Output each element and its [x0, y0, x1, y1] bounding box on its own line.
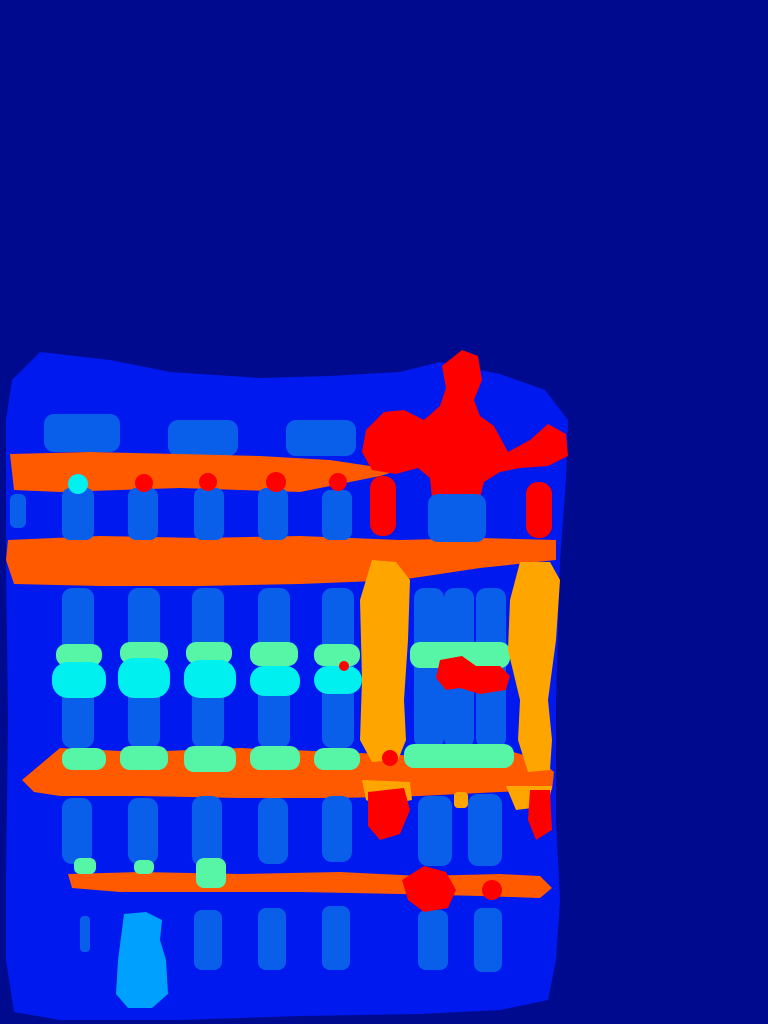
red-fragment — [436, 656, 510, 694]
red-fragment — [368, 788, 410, 840]
right-pillar — [508, 562, 560, 772]
middle-rail — [6, 536, 556, 586]
bottom-block — [116, 912, 168, 1008]
ring-band — [410, 642, 510, 668]
upper-column — [258, 488, 288, 540]
bottom-column — [80, 916, 90, 952]
red-fragment — [382, 750, 398, 766]
lower-column — [468, 794, 502, 866]
upper-column — [62, 488, 94, 540]
lower-column — [62, 798, 92, 864]
ring-band — [184, 746, 236, 772]
ring-band — [314, 748, 360, 770]
bottom-column — [258, 908, 286, 970]
bottom-column — [322, 906, 350, 970]
red-fragment — [482, 880, 502, 900]
column-cap — [329, 473, 347, 491]
ring-band — [314, 644, 360, 666]
bottom-column — [474, 908, 502, 972]
top-cap — [168, 420, 238, 456]
upper-column — [194, 488, 224, 540]
ring-cyan — [314, 666, 362, 694]
ring-band — [250, 746, 300, 770]
column-cap — [68, 474, 88, 494]
ring-band — [134, 860, 154, 874]
lower-column — [192, 796, 222, 866]
bottom-column — [418, 910, 448, 970]
red-post — [526, 482, 552, 538]
lower-column — [128, 798, 158, 864]
top-rail — [10, 452, 400, 492]
red-fragment — [339, 661, 349, 671]
pillar-base — [454, 792, 468, 808]
ring-cyan — [250, 666, 300, 696]
ring-band — [196, 858, 226, 888]
lower-column — [418, 796, 452, 866]
top-cap — [44, 414, 120, 452]
lower-column — [258, 798, 288, 864]
lower-column — [322, 796, 352, 862]
ring-band — [404, 744, 514, 768]
ring-band — [186, 642, 232, 664]
ring-cyan — [52, 662, 106, 698]
bottom-column — [194, 910, 222, 970]
top-cap — [286, 420, 356, 456]
upper-column — [128, 488, 158, 540]
upper-column — [10, 494, 26, 528]
ring-band — [120, 746, 168, 770]
ring-band — [56, 644, 102, 666]
column-cap — [135, 474, 153, 492]
left-pillar — [360, 560, 410, 762]
red-fragment — [528, 790, 552, 840]
column-cap — [266, 472, 286, 492]
ring-cyan — [184, 660, 236, 698]
ring-band — [250, 642, 298, 666]
ring-band — [62, 748, 106, 770]
upper-column — [322, 490, 352, 540]
red-post — [370, 476, 396, 536]
statue-figure — [362, 350, 568, 498]
column-cap — [199, 473, 217, 491]
statue-base — [428, 494, 486, 542]
ring-cyan — [118, 658, 170, 698]
ring-band — [74, 858, 96, 874]
red-fragment — [402, 866, 456, 912]
